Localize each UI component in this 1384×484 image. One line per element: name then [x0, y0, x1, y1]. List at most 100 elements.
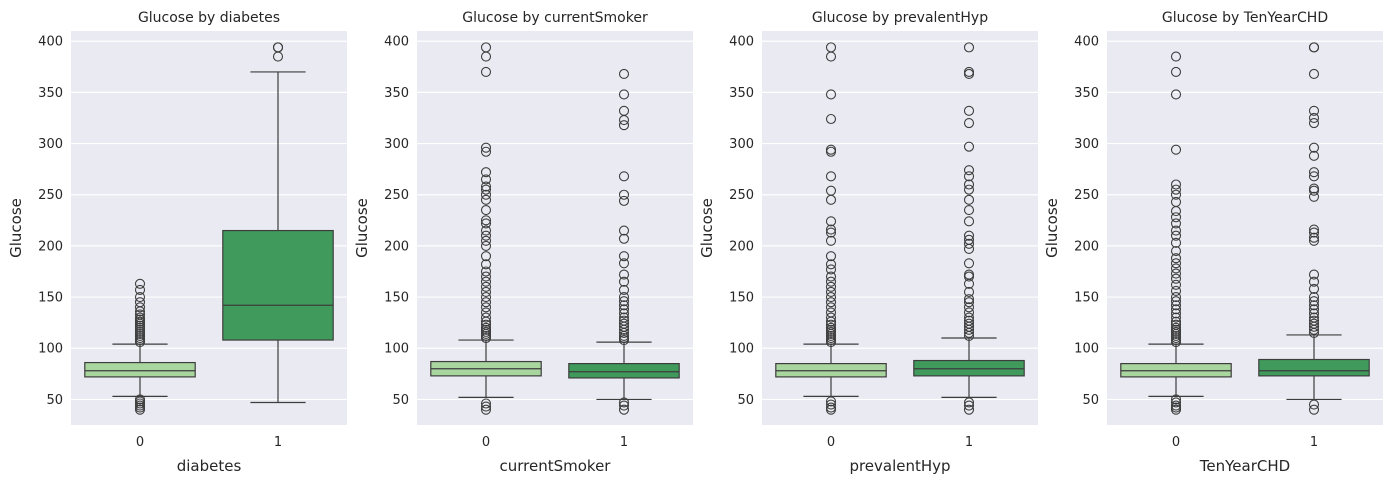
outlier-point: [825, 302, 837, 313]
y-tick-label: 250: [729, 188, 754, 203]
y-tick-label: 350: [1074, 86, 1099, 101]
outlier-point: [825, 144, 837, 155]
outlier-point: [480, 286, 492, 298]
outlier-point: [1308, 312, 1320, 323]
outlier-point: [480, 404, 492, 415]
outlier-point: [825, 251, 837, 262]
outlier-point: [134, 309, 146, 320]
outlier-point: [1170, 268, 1182, 279]
outlier-point: [1170, 312, 1182, 323]
outlier-point: [1308, 232, 1320, 243]
outlier-point: [963, 258, 975, 269]
plot-background: [762, 31, 1038, 425]
outlier-point: [480, 66, 492, 77]
outlier-point: [618, 318, 630, 329]
outlier-point: [618, 404, 630, 415]
outlier-point: [963, 141, 975, 152]
outlier-point: [825, 224, 837, 235]
box-group-0: [430, 42, 542, 415]
y-tick-label: 150: [1074, 291, 1099, 306]
outlier-point: [963, 238, 975, 249]
chart-title: Glucose by TenYearCHD: [1162, 10, 1328, 26]
outlier-point: [1170, 51, 1182, 62]
y-tick-label: 200: [384, 239, 409, 254]
outlier-point: [963, 269, 975, 280]
outlier-point: [480, 322, 492, 333]
x-tick-label: 0: [482, 435, 490, 450]
outlier-point: [1170, 296, 1182, 307]
chart-title: Glucose by diabetes: [138, 10, 280, 26]
outlier-point: [825, 396, 837, 407]
outlier-point: [618, 296, 630, 307]
outlier-point: [618, 225, 630, 236]
y-tick-label: 200: [1074, 239, 1099, 254]
outlier-point: [618, 308, 630, 319]
outlier-point: [480, 215, 492, 226]
outlier-point: [1308, 112, 1320, 124]
outlier-point: [963, 307, 975, 318]
outlier-point: [1308, 304, 1320, 315]
outlier-point: [963, 105, 975, 116]
outlier-point: [1308, 399, 1320, 410]
outlier-point: [480, 146, 492, 157]
outlier-point: [963, 230, 975, 241]
outlier-point: [1170, 212, 1182, 223]
x-tick-label: 1: [965, 435, 973, 450]
outlier-point: [825, 319, 837, 330]
outlier-point: [1170, 258, 1182, 269]
outlier-point: [480, 271, 492, 282]
outlier-point: [618, 284, 630, 295]
outlier-point: [1170, 304, 1182, 315]
outlier-point: [825, 42, 837, 53]
outlier-point: [1170, 66, 1182, 77]
outlier-point: [480, 319, 492, 330]
outlier-point: [134, 284, 146, 295]
outlier-point: [1170, 263, 1182, 274]
outlier-point: [1170, 322, 1182, 333]
outlier-point: [480, 266, 492, 277]
box-group-1: [913, 42, 1025, 415]
outlier-point: [1170, 400, 1182, 411]
y-tick-label: 50: [737, 393, 754, 408]
outlier-point: [480, 312, 492, 323]
x-axis-label: prevalentHyp: [849, 457, 950, 475]
outlier-point: [134, 292, 146, 303]
outlier-point: [134, 312, 146, 323]
outlier-point: [1308, 276, 1320, 287]
outlier-point: [825, 292, 837, 303]
outlier-point: [963, 294, 975, 305]
y-tick-label: 50: [392, 393, 409, 408]
box-group-1: [1258, 42, 1370, 415]
outlier-point: [1170, 394, 1182, 405]
outlier-point: [480, 235, 492, 246]
outlier-point: [825, 235, 837, 246]
outlier-point: [1308, 235, 1320, 246]
outlier-point: [1170, 285, 1182, 296]
outlier-point: [1308, 296, 1320, 307]
outlier-point: [1308, 105, 1320, 116]
chart-title: Glucose by prevalentHyp: [812, 10, 988, 26]
x-tick-label: 0: [827, 435, 835, 450]
outlier-point: [825, 276, 837, 287]
box-iqr: [1258, 358, 1370, 377]
y-axis-label: Glucose: [698, 198, 716, 258]
x-axis-label: diabetes: [177, 457, 242, 475]
outlier-point: [480, 240, 492, 251]
y-tick-label: 250: [384, 188, 409, 203]
outlier-point: [1170, 196, 1182, 207]
outlier-point: [963, 312, 975, 323]
outlier-point: [963, 216, 975, 227]
outlier-point: [963, 400, 975, 411]
y-tick-label: 400: [729, 35, 754, 50]
box-iqr: [222, 229, 334, 341]
outlier-point: [480, 218, 492, 229]
y-axis-label: Glucose: [353, 198, 371, 258]
outlier-point: [1308, 300, 1320, 311]
outlier-point: [1308, 308, 1320, 319]
x-tick-label: 1: [620, 435, 628, 450]
y-tick-label: 350: [729, 86, 754, 101]
outlier-point: [963, 404, 975, 415]
outlier-point: [1170, 316, 1182, 327]
outlier-point: [963, 171, 975, 182]
